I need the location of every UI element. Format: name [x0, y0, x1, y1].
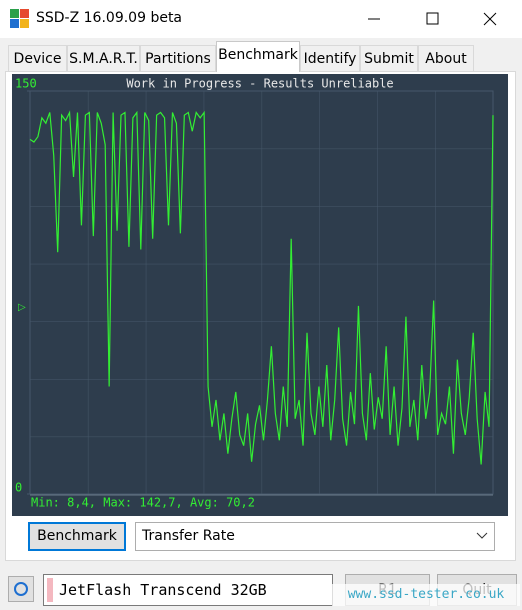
plot-area	[29, 90, 494, 495]
app-icon	[10, 9, 29, 28]
stats: Min: 8,4, Max: 142,7, Avg: 70,2	[31, 496, 255, 510]
window-title: SSD-Z 16.09.09 beta	[36, 10, 183, 26]
tab[interactable]: Identify	[300, 45, 360, 71]
watermark: www.ssd-tester.co.uk	[332, 584, 520, 606]
device-indicator	[47, 578, 53, 602]
tab[interactable]: Partitions	[140, 45, 216, 71]
tab[interactable]: Benchmark	[216, 41, 300, 72]
marker: ▷	[18, 302, 26, 313]
chart: Work in Progress - Results Unreliable ▷ …	[12, 74, 508, 516]
window-buttons[interactable]	[360, 8, 520, 30]
device-field[interactable]: JetFlash Transcend 32GB	[43, 574, 333, 606]
dropdown-arrow	[476, 532, 488, 539]
y-tick-label: 150	[15, 77, 37, 91]
data-line	[29, 110, 494, 465]
y-tick-label: 0	[15, 481, 22, 495]
refresh-button[interactable]	[8, 576, 34, 602]
tab[interactable]: S.M.A.R.T.	[67, 45, 140, 71]
benchmark-button[interactable]: Benchmark	[28, 522, 126, 551]
refresh-icon	[14, 582, 28, 596]
chart-title: Work in Progress - Results Unreliable	[126, 77, 393, 91]
tab[interactable]: About	[418, 45, 474, 71]
title-bar: SSD-Z 16.09.09 beta	[0, 0, 522, 38]
mode-dropdown[interactable]: Transfer Rate	[135, 522, 495, 551]
tab[interactable]: Submit	[360, 45, 418, 71]
tab[interactable]: Device	[8, 45, 67, 71]
